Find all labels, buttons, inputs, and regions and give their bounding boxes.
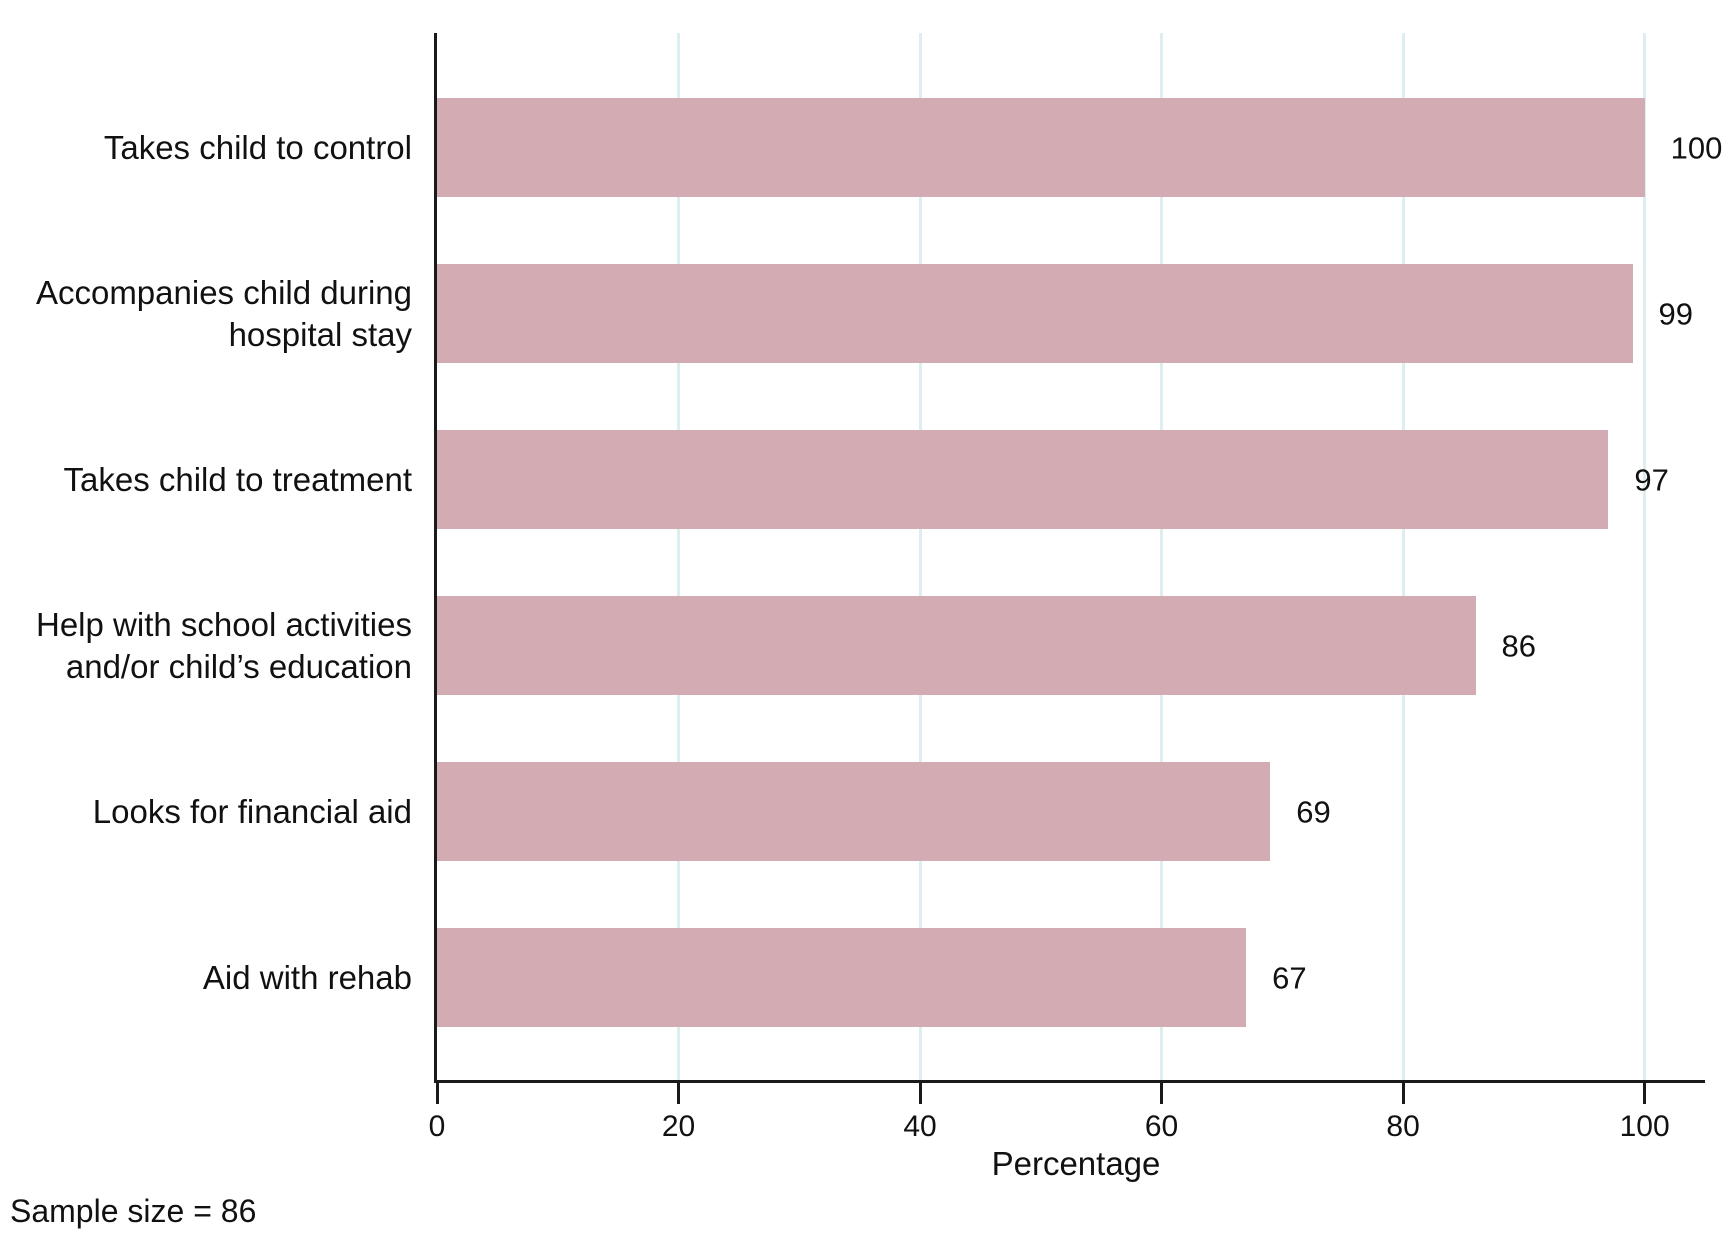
x-tick	[1160, 1083, 1164, 1104]
x-tick	[677, 1083, 681, 1104]
x-tick-label: 20	[661, 1110, 696, 1143]
x-tick-label: 80	[1386, 1110, 1420, 1143]
bar	[437, 596, 1476, 695]
category-label: Takes child to control	[103, 128, 412, 166]
value-label: 99	[1658, 296, 1694, 331]
x-tick	[1401, 1083, 1405, 1104]
gridline-x-80	[1401, 33, 1405, 1080]
x-tick	[435, 1083, 439, 1104]
x-tick	[918, 1083, 922, 1104]
bar	[437, 264, 1633, 363]
value-label: 100	[1670, 130, 1723, 165]
bar	[437, 98, 1645, 197]
category-label: Aid with rehab	[202, 958, 412, 996]
gridline-x-100	[1643, 33, 1647, 1080]
category-label: Help with school activities and/or child…	[36, 605, 412, 685]
x-tick-label: 0	[428, 1110, 446, 1143]
value-label: 97	[1634, 462, 1669, 497]
x-tick-label: 40	[903, 1110, 937, 1143]
value-label: 86	[1501, 628, 1537, 663]
bar	[437, 430, 1609, 529]
bar	[437, 762, 1271, 861]
sample-size-note: Sample size = 86	[10, 1193, 257, 1229]
category-label: Takes child to treatment	[63, 460, 413, 498]
y-axis-line	[434, 33, 437, 1080]
x-axis-title: Percentage	[991, 1145, 1161, 1182]
x-axis-line	[434, 1080, 1705, 1083]
x-tick	[1643, 1083, 1647, 1104]
x-tick-label: 100	[1619, 1110, 1670, 1143]
category-label: Accompanies child during hospital stay	[35, 273, 412, 353]
bar	[437, 928, 1247, 1027]
value-label: 69	[1296, 794, 1331, 829]
x-tick-label: 60	[1144, 1110, 1179, 1143]
gridline-x-20	[677, 33, 681, 1080]
gridline-x-60	[1160, 33, 1164, 1080]
category-label: Looks for financial aid	[92, 792, 412, 830]
value-label: 67	[1272, 960, 1307, 995]
gridline-x-40	[918, 33, 922, 1080]
